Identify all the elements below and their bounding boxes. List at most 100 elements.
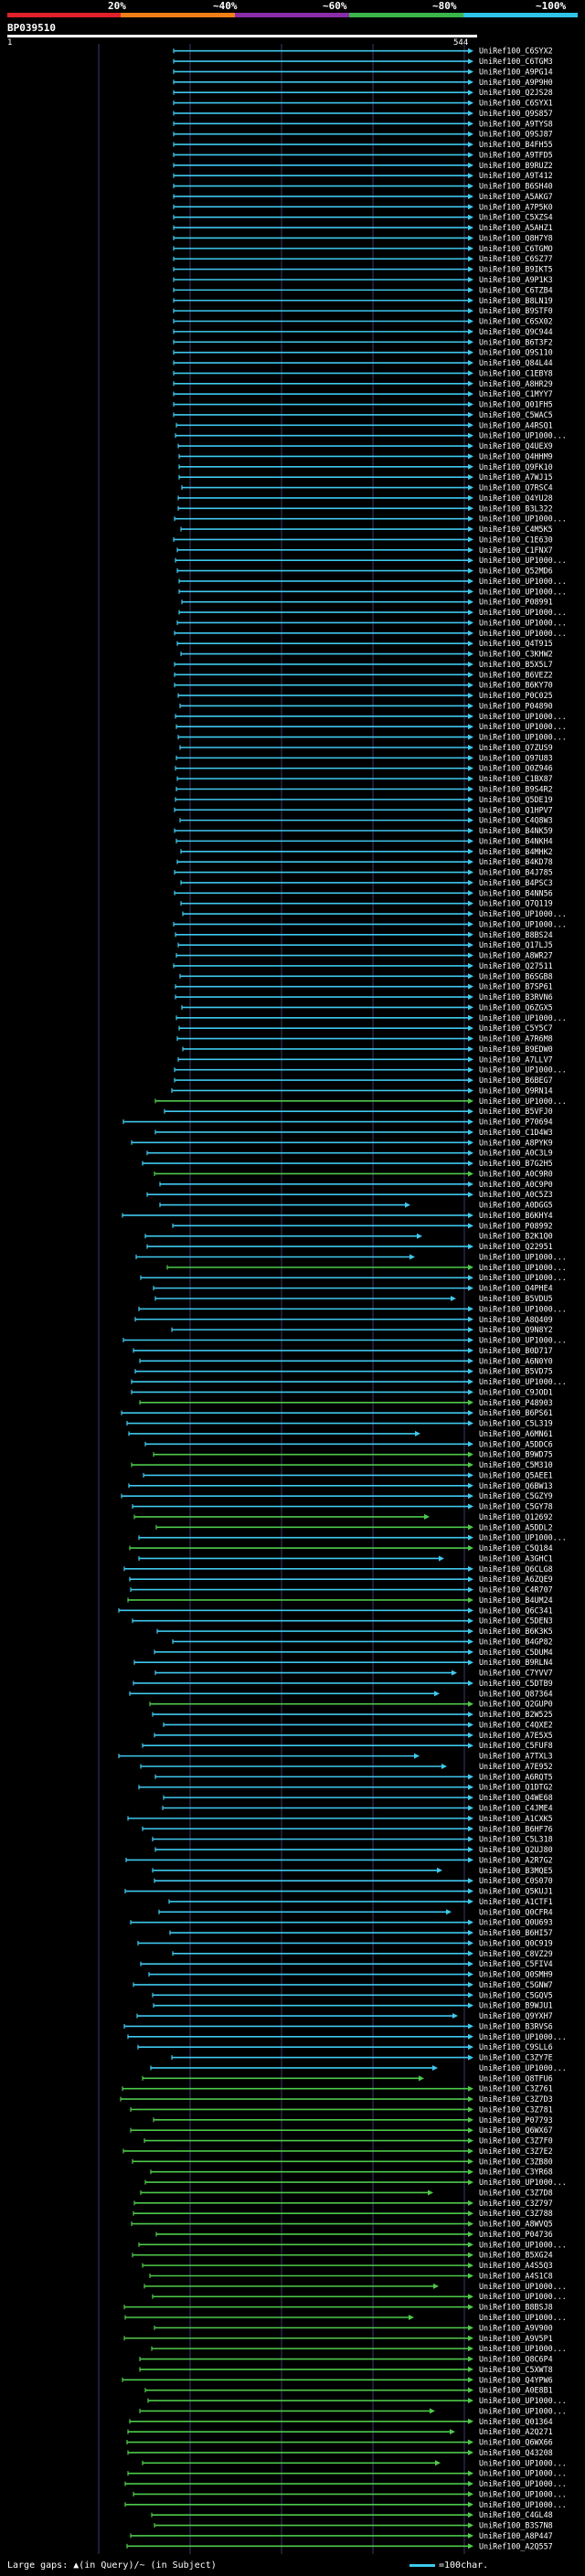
hit-label: UniRef100_C3Z761 — [479, 2084, 553, 2094]
alignment-arrow — [468, 484, 473, 491]
hit-label: UniRef100_C5XZS4 — [479, 213, 553, 222]
hit-label: UniRef100_B9STF0 — [479, 306, 553, 315]
alignment-arrow — [468, 152, 473, 158]
alignment-arrow — [468, 193, 473, 199]
alignment-arrow — [468, 1420, 473, 1426]
hit-label: UniRef100_UP1000... — [479, 431, 567, 440]
hit-label: UniRef100_C5GY78 — [479, 1502, 553, 1511]
identity-scale: 20% ~40% ~60% ~80% ~100% — [7, 0, 578, 20]
alignment-arrow — [468, 1285, 473, 1291]
alignment-arrow — [468, 1045, 473, 1052]
hit-label: UniRef100_C4Q8W3 — [479, 816, 553, 825]
alignment-arrow — [468, 318, 473, 324]
alignment-arrow — [468, 2200, 473, 2206]
alignment-arrow — [468, 796, 473, 802]
alignment-arrow — [468, 1441, 473, 1447]
hit-label: UniRef100_C5L319 — [479, 1419, 553, 1428]
hit-label: UniRef100_C1FNX7 — [479, 546, 553, 555]
alignment-arrow — [468, 2085, 473, 2092]
alignment-arrow — [468, 432, 473, 439]
alignment-arrow — [468, 235, 473, 241]
alignment-arrow — [468, 1971, 473, 1977]
alignment-arrow — [468, 1524, 473, 1531]
alignment-arrow — [468, 2252, 473, 2258]
alignment-arrow — [405, 1202, 410, 1208]
hit-label: UniRef100_Q7Q119 — [479, 899, 553, 908]
alignment-arrow — [468, 2242, 473, 2248]
hit-label: UniRef100_UP1000... — [479, 712, 567, 721]
hit-label: UniRef100_C6SYX2 — [479, 47, 553, 56]
hit-label: UniRef100_Q0Z946 — [479, 764, 553, 773]
alignment-arrow — [468, 2356, 473, 2362]
hit-label: UniRef100_Q9RN14 — [479, 1086, 553, 1095]
hit-label: UniRef100_A2Q557 — [479, 2541, 553, 2550]
alignment-arrow — [446, 1909, 452, 1915]
hit-label: UniRef100_B0D717 — [479, 1346, 553, 1355]
hit-label: UniRef100_A0E8B1 — [479, 2386, 553, 2395]
alignment-arrow — [468, 1836, 473, 1842]
alignment-arrow — [468, 1565, 473, 1572]
alignment-arrow — [468, 848, 473, 854]
hit-label: UniRef100_Q6WX66 — [479, 2438, 553, 2447]
hit-label: UniRef100_A6MN61 — [479, 1429, 553, 1438]
alignment-arrow — [468, 2002, 473, 2009]
alignment-arrow — [441, 1763, 447, 1769]
alignment-arrow — [468, 1638, 473, 1645]
alignment-arrow — [468, 2023, 473, 2030]
hit-label: UniRef100_C1EBY8 — [479, 368, 553, 377]
alignment-arrow — [468, 494, 473, 501]
alignment-arrow — [468, 2449, 473, 2455]
hit-label: UniRef100_B7SP61 — [479, 982, 553, 991]
alignment-arrow — [468, 1617, 473, 1624]
hit-label: UniRef100_A1CTF1 — [479, 1897, 553, 1906]
hit-label: UniRef100_UP1000... — [479, 909, 567, 918]
hit-label: UniRef100_UP1000... — [479, 1533, 567, 1542]
alignment-arrow — [417, 1233, 422, 1239]
hit-label: UniRef100_UP1000... — [479, 2344, 567, 2353]
hit-label: UniRef100_C5DEN3 — [479, 1617, 553, 1626]
alignment-arrow — [468, 443, 473, 450]
hit-label: UniRef100_A6RQT5 — [479, 1772, 553, 1781]
alignment-arrow — [468, 838, 473, 844]
hit-label: UniRef100_C4GL48 — [479, 2510, 553, 2519]
hit-label: UniRef100_C4R707 — [479, 1585, 553, 1595]
alignment-arrow — [468, 2273, 473, 2279]
hit-label: UniRef100_C5DTB9 — [479, 1679, 553, 1688]
alignment-arrow — [468, 411, 473, 418]
alignment-arrow — [468, 2532, 473, 2539]
hit-label: UniRef100_Q5KUJ1 — [479, 1887, 553, 1896]
alignment-arrow — [468, 1648, 473, 1655]
alignment-arrow — [468, 2116, 473, 2123]
alignment-arrow — [468, 1701, 473, 1707]
alignment-arrow — [468, 1732, 473, 1738]
hit-label: UniRef100_A5DDC6 — [479, 1439, 553, 1448]
hit-label: UniRef100_A8WR27 — [479, 951, 553, 960]
alignment-arrow — [468, 256, 473, 262]
alignment-arrow — [468, 828, 473, 834]
hit-label: UniRef100_UP1000... — [479, 2313, 567, 2322]
hit-label: UniRef100_B4UM24 — [479, 1595, 553, 1605]
alignment-arrow — [468, 1534, 473, 1541]
hit-label: UniRef100_Q22951 — [479, 1242, 553, 1251]
alignment-arrow — [468, 1087, 473, 1094]
hit-label: UniRef100_UP1000... — [479, 733, 567, 742]
hit-label: UniRef100_Q5DE19 — [479, 795, 553, 804]
hit-label: UniRef100_Q8H7Y8 — [479, 233, 553, 242]
alignment-arrow — [468, 2418, 473, 2424]
hit-label: UniRef100_UP1000... — [479, 587, 567, 596]
alignment-arrow — [433, 2283, 439, 2289]
hit-label: UniRef100_Q9C944 — [479, 327, 553, 336]
alignment-arrow — [468, 2491, 473, 2497]
alignment-arrow — [452, 2013, 458, 2019]
alignment-arrow — [439, 1555, 444, 1562]
alignment-arrow — [468, 1940, 473, 1946]
query-end: 544 — [453, 38, 469, 48]
hit-label: UniRef100_Q0CFR4 — [479, 1907, 553, 1916]
alignment-arrow — [468, 1108, 473, 1115]
query-axis — [7, 35, 477, 37]
alignment-arrow — [468, 2106, 473, 2113]
alignment-arrow — [468, 276, 473, 282]
hit-label: UniRef100_C3ZB80 — [479, 2157, 553, 2166]
legend: Large gaps: ▲(in Query)/~ (in Subject) =… — [7, 2559, 578, 2573]
alignment-arrow — [468, 1503, 473, 1510]
